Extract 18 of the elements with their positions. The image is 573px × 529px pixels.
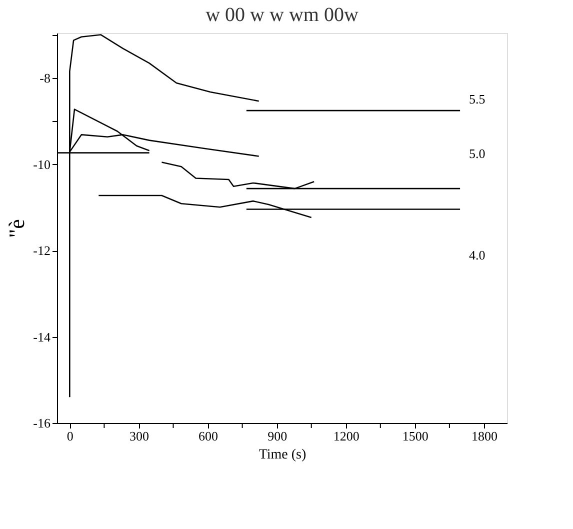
x-tick-label: 1500	[402, 428, 428, 444]
annotation: 5.0	[469, 146, 486, 161]
annotation: 4.0	[469, 247, 486, 262]
y-tick-label: -14	[33, 329, 51, 344]
x-tick-label: 1800	[471, 428, 498, 444]
y-tick-label: -16	[33, 416, 51, 430]
x-axis-title: Time (s)	[258, 448, 306, 462]
x-tick-label: 300	[129, 428, 149, 444]
x-tick-label: 1200	[333, 428, 360, 444]
y-tick-label: -12	[33, 243, 50, 258]
y-axis-title: "è	[4, 219, 30, 238]
x-tick-label: 900	[268, 428, 288, 444]
y-tick-label: -10	[33, 156, 50, 172]
y-tick-label: -8	[40, 70, 50, 86]
annotation: 5.5	[469, 91, 486, 106]
x-tick-label: 600	[198, 428, 218, 444]
chart-title: w 00 w w wm 00w	[206, 4, 359, 26]
x-tick-label: 0	[66, 428, 74, 444]
